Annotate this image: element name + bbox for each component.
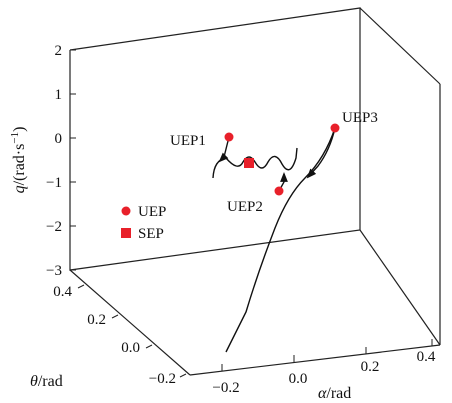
uep1-point <box>224 132 234 142</box>
back-wall <box>69 7 361 271</box>
trajectory-uep3-main <box>225 127 336 353</box>
uep3-point <box>330 123 340 133</box>
alpha-tick-label: −0.2 <box>212 380 239 396</box>
theta-tick <box>179 373 187 378</box>
legend-sep-marker <box>121 228 131 238</box>
sep-point <box>244 158 254 168</box>
theta-tick <box>111 314 119 319</box>
alpha-tick-label: 0.4 <box>417 349 436 365</box>
uep2-point <box>274 186 284 196</box>
legend-sep-label: SEP <box>138 226 164 242</box>
q-tick-label: 2 <box>55 43 63 59</box>
uep2-label: UEP2 <box>227 199 263 215</box>
q-tick-label: 1 <box>55 87 63 103</box>
legend: UEP SEP <box>121 204 166 242</box>
theta-tick <box>145 344 153 349</box>
trajectory-sep-oscillation <box>212 147 298 179</box>
uep3-label: UEP3 <box>342 110 378 126</box>
alpha-axis-label: α/rad <box>318 385 351 402</box>
legend-uep-marker <box>121 206 131 216</box>
theta-tick-label: 0.0 <box>121 340 140 356</box>
floor-front-edge <box>189 344 441 376</box>
front-top-edge <box>359 7 441 85</box>
q-tick-label: −3 <box>46 263 62 279</box>
theta-tick-label: 0.4 <box>53 284 72 300</box>
floor-left-edge <box>69 269 191 376</box>
floor-right-edge <box>359 229 441 346</box>
q-axis <box>70 49 76 271</box>
q-tick-label: −2 <box>46 219 62 235</box>
uep1-label: UEP1 <box>170 133 206 149</box>
box-frame <box>69 7 441 376</box>
theta-axis-label: θ/rad <box>30 373 63 390</box>
theta-tick <box>77 284 85 289</box>
q-tick-label: 0 <box>55 131 63 147</box>
alpha-tick-label: 0.2 <box>361 359 380 375</box>
legend-uep-label: UEP <box>138 204 166 220</box>
q-axis-label: q/(rad·s−1) <box>9 127 28 194</box>
theta-tick-label: 0.2 <box>87 312 106 328</box>
equilibrium-points <box>224 123 340 196</box>
trajectories <box>212 127 336 353</box>
q-tick-label: −1 <box>46 175 62 191</box>
theta-tick-label: −0.2 <box>149 371 176 387</box>
alpha-tick-label: 0.0 <box>289 371 308 387</box>
